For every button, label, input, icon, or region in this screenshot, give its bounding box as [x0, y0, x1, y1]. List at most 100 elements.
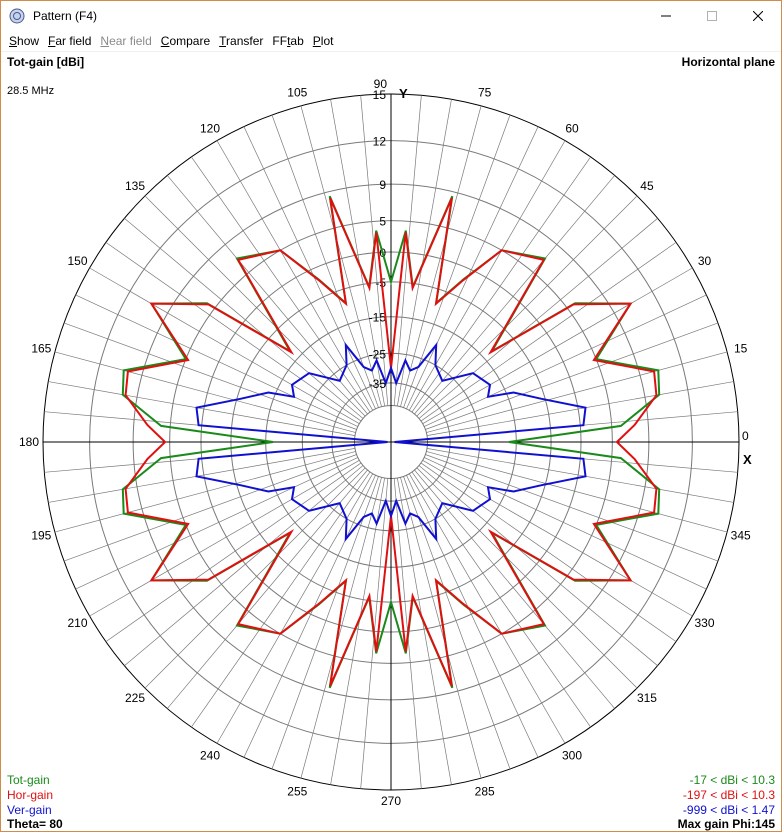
grid-spoke [54, 351, 356, 433]
ring-label-9: 9 [379, 178, 386, 192]
grid-spoke [422, 459, 693, 617]
grid-spoke [420, 242, 677, 422]
angle-label-120: 120 [200, 121, 220, 135]
angle-label-105: 105 [287, 85, 307, 99]
grid-spoke [426, 351, 728, 433]
grid-spoke [418, 218, 658, 419]
angle-label-150: 150 [67, 254, 87, 268]
grid-spoke [271, 476, 379, 770]
angle-label-300: 300 [562, 749, 582, 763]
grid-spoke [191, 471, 371, 728]
grid-spoke [422, 267, 693, 425]
menu-far-field[interactable]: Far field [48, 34, 92, 48]
angle-label-90: 90 [374, 77, 388, 91]
angle-label-285: 285 [475, 785, 495, 799]
grid-spoke [397, 477, 452, 785]
grid-spoke [426, 381, 734, 436]
grid-spoke [425, 322, 719, 430]
grid-spoke [411, 471, 591, 728]
grid-spoke [330, 477, 385, 785]
grid-spoke [403, 114, 511, 408]
theta-label: Theta= 80 [7, 817, 63, 831]
angle-label-330: 330 [694, 616, 714, 630]
grid-spoke [216, 473, 374, 744]
series-ver-gain [195, 342, 587, 542]
menu-transfer[interactable]: Transfer [219, 34, 264, 48]
grid-spoke [48, 448, 356, 503]
grid-spoke [406, 126, 539, 410]
angle-label-225: 225 [125, 691, 145, 705]
angle-label-135: 135 [125, 179, 145, 193]
grid-spoke [105, 242, 362, 422]
legend-tot-gain: Tot-gain [7, 773, 50, 787]
grid-spoke [425, 454, 719, 562]
ring-label-15: 15 [373, 88, 387, 102]
window-title: Pattern (F4) [33, 9, 98, 23]
grid-spoke [271, 114, 379, 408]
grid-spoke [75, 457, 359, 590]
frequency-label: 28.5 MHz [7, 85, 55, 97]
close-icon [753, 11, 763, 21]
menu-fftab[interactable]: FFtab [272, 34, 304, 48]
grid-spoke [400, 105, 482, 407]
menu-plot[interactable]: Plot [312, 34, 334, 48]
grid-spoke [414, 469, 615, 709]
angle-label-210: 210 [67, 616, 87, 630]
grid-spoke [167, 469, 368, 709]
menu-bar: Show Far field Near field Compare Transfer FF… [1, 31, 781, 52]
title-bar[interactable]: Pattern (F4) [1, 1, 781, 31]
angle-label-15: 15 [734, 341, 748, 355]
grid-spoke [300, 105, 382, 407]
polar-plot-area[interactable]: 0 15 30 45 60 75 90 105 120 135 150 165 180 195 210 225… [1, 52, 781, 832]
grid-spoke [300, 477, 382, 779]
legend-ver-gain: Ver-gain [7, 803, 52, 817]
grid-spoke [408, 140, 566, 411]
grid-spoke [124, 218, 364, 419]
grid-spoke [63, 322, 357, 430]
app-icon [9, 8, 25, 24]
grid-spoke [330, 99, 385, 407]
angle-label-240: 240 [200, 749, 220, 763]
ring-label-12: 12 [373, 135, 387, 149]
grid-spoke [416, 195, 638, 417]
grid-spoke [54, 451, 356, 533]
grid-spoke [243, 474, 376, 758]
grid-spoke [75, 294, 359, 427]
minimize-button[interactable] [643, 1, 689, 31]
grid-spoke [243, 126, 376, 410]
range-tot-gain: -17 < dBi < 10.3 [689, 773, 775, 787]
max-gain-label: Max gain Phi:145 [677, 817, 775, 831]
maximize-button[interactable] [689, 1, 735, 31]
grid-spoke [411, 156, 591, 413]
menu-near-field[interactable]: Near field [100, 34, 152, 48]
menu-show[interactable]: Show [9, 34, 40, 48]
grid-spoke [89, 459, 360, 617]
legend-hor-gain: Hor-gain [7, 788, 54, 802]
polar-plot: 0 15 30 45 60 75 90 105 120 135 150 165 180 195 210 225… [19, 77, 752, 808]
grid-spoke [416, 467, 638, 689]
grid-spoke [89, 267, 360, 425]
grid-spoke [406, 474, 539, 758]
menu-compare[interactable]: Compare [160, 34, 211, 48]
grid-spoke [403, 476, 511, 770]
angle-label-75: 75 [478, 85, 492, 99]
grid-spoke [426, 448, 734, 503]
grid-spoke [420, 462, 677, 642]
range-hor-gain: -197 < dBi < 10.3 [682, 788, 775, 802]
close-button[interactable] [735, 1, 781, 31]
angle-label-270: 270 [381, 794, 401, 808]
grid-spoke [124, 465, 364, 666]
grid-spoke [144, 195, 366, 417]
maximize-icon [707, 11, 717, 21]
minimize-icon [661, 15, 671, 17]
angle-label-60: 60 [565, 121, 579, 135]
grid-spoke [414, 175, 615, 415]
grid-spoke [191, 156, 371, 413]
grid-spoke [418, 465, 658, 666]
grid-spoke [216, 140, 374, 411]
grid-spoke [144, 467, 366, 689]
plane-label: Horizontal plane [681, 55, 775, 69]
ring-label-5: 5 [379, 215, 386, 229]
ring-label--35: -35 [369, 377, 387, 391]
